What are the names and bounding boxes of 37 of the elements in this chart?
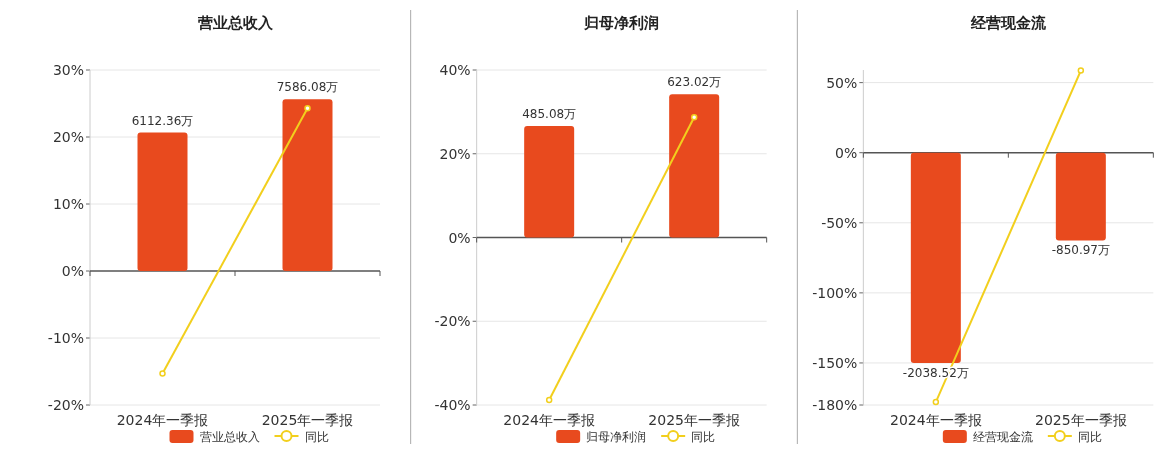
y-tick-label: -20%: [47, 397, 84, 413]
y-tick-label: -20%: [434, 313, 471, 330]
y-tick-label: -10%: [47, 330, 84, 346]
y-tick-label: 20%: [52, 129, 84, 145]
x-tick-label: 2024年一季报: [116, 412, 209, 428]
data-label: 623.02万: [667, 75, 722, 90]
y-tick-label: 20%: [439, 145, 471, 162]
data-label: 485.08万: [522, 106, 577, 121]
data-label: 7586.08万: [276, 80, 339, 95]
chart-title: 营业总收入: [196, 14, 274, 32]
x-tick-label: 2025年一季报: [1035, 412, 1127, 428]
y-tick-label: 50%: [826, 74, 858, 91]
data-label: -850.97万: [1051, 243, 1110, 258]
data-label: 6112.36万: [131, 113, 194, 128]
y-tick-label: -150%: [812, 354, 858, 371]
x-tick-label: 2024年一季报: [890, 412, 982, 428]
y-tick-label: 10%: [52, 196, 84, 212]
chart-title: 归母净利润: [583, 14, 660, 32]
legend-label: 同比: [691, 430, 716, 444]
y-tick-label: 0%: [835, 144, 858, 161]
legend-label: 营业总收入: [199, 430, 260, 444]
y-tick-label: -50%: [821, 214, 858, 231]
y-tick-label: -40%: [434, 397, 471, 413]
x-tick-label: 2025年一季报: [648, 412, 740, 428]
y-tick-label: -100%: [812, 284, 858, 301]
y-tick-label: 40%: [439, 62, 471, 78]
y-tick-label: 30%: [52, 62, 84, 78]
legend-label: 经营现金流: [972, 430, 1033, 444]
chart-title: 经营现金流: [969, 14, 1047, 32]
y-tick-label: 0%: [448, 229, 471, 246]
y-tick-label: -180%: [812, 397, 858, 413]
legend-label: 同比: [1077, 430, 1102, 444]
legend-label: 归母净利润: [586, 430, 647, 444]
x-tick-label: 2025年一季报: [261, 412, 354, 428]
legend-label: 同比: [304, 430, 329, 444]
x-tick-label: 2024年一季报: [503, 412, 595, 428]
y-tick-label: 0%: [61, 263, 84, 279]
